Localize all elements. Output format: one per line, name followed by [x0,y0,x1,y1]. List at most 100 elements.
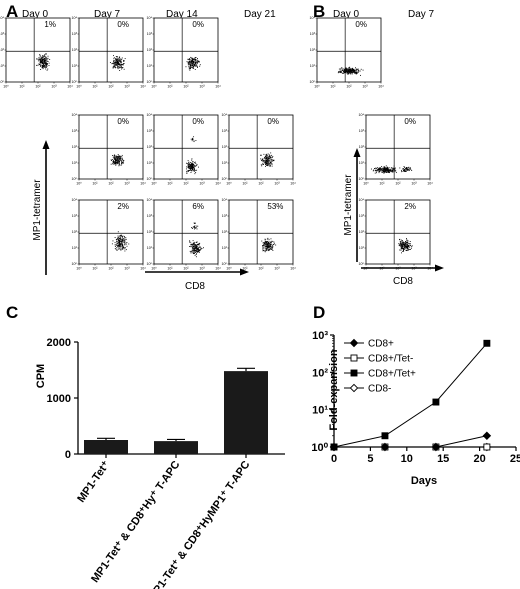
flow-event-dot [46,62,47,64]
flow-event-dot [350,71,352,73]
flow-event-dot [192,167,194,168]
flow-event-dot [193,164,195,166]
flow-event-dot [198,246,200,248]
flow-y-tick-label: 10⁰ [72,80,78,84]
flow-events [261,237,277,253]
flow-y-tick-label: 10⁴ [146,113,152,117]
flow-event-dot [343,69,345,71]
flow-y-tick-label: 10⁴ [0,16,4,20]
flow-event-dot [388,169,390,171]
flow-event-dot [114,155,116,157]
flow-event-dot [344,70,346,72]
flow-event-dot [392,169,394,170]
flow-event-dot [117,246,119,248]
flow-event-dot [344,72,346,74]
flow-event-dot [193,244,195,246]
flow-event-dot [45,65,47,67]
flow-event-dot [271,157,273,159]
flow-event-dot [408,243,410,245]
flow-event-dot [401,171,403,173]
flow-event-dot [264,159,266,161]
flow-event-dot [194,57,196,58]
flow-event-dot [401,239,402,241]
flow-event-dot [406,241,408,243]
flow-event-dot [197,62,199,63]
flow-event-dot [390,167,392,169]
flow-event-dot [405,168,407,170]
flow-x-tick-label: 10⁰ [76,267,82,271]
flow-event-dot [385,168,387,170]
flow-y-tick-label: 10³ [0,32,5,36]
flow-event-dot [406,241,408,243]
flow-event-dot [344,71,346,73]
flow-event-dot [198,243,200,245]
flow-event-dot [191,169,193,170]
flow-event-dot [383,168,385,170]
flow-event-dot [46,64,48,66]
flow-event-dot [267,162,269,164]
flow-event-dot [402,250,404,252]
flow-event-dot [388,171,390,173]
flow-event-dot [192,62,194,63]
flow-event-dot [275,244,277,246]
flow-event-dot [263,153,265,155]
flow-event-dot [191,62,193,64]
flow-y-tick-label: 10¹ [310,64,316,68]
flow-plot-frame [5,17,71,83]
flow-event-dot [117,67,119,68]
flow-event-dot [194,245,196,247]
flow-event-dot [407,247,409,248]
flow-x-tick-label: 10³ [411,267,417,271]
flow-y-tick-label: 10¹ [359,246,365,250]
flow-event-dot [193,252,195,254]
flow-event-dot [384,168,386,170]
flow-event-dot [406,247,408,249]
flow-event-dot [402,241,404,243]
flow-event-dot [188,164,190,166]
flow-event-dot [43,63,45,65]
panel-b-y-axis-label: MP1-tetramer [343,174,354,236]
flow-event-dot [406,167,407,169]
flow-event-dot [269,156,271,158]
flow-event-dot [114,62,116,64]
flow-event-dot [196,249,198,251]
flow-y-tick-label: 10³ [359,129,365,133]
flow-event-dot [348,73,350,75]
flow-event-dot [349,68,351,70]
flow-event-dot [260,154,262,156]
flow-event-dot [126,242,128,244]
flow-event-dot [115,163,117,165]
flow-event-dot [384,167,385,169]
flow-event-dot [265,161,267,163]
flow-event-dot [199,242,201,244]
flow-event-dot [402,240,403,242]
flow-event-dot [43,65,45,67]
flow-event-dot [266,157,267,159]
flow-event-dot [189,63,191,65]
flow-event-dot [44,60,46,62]
flow-event-dot [387,168,389,170]
flow-event-dot [192,58,194,60]
flow-event-dot [115,160,117,162]
panel-c-y-tick-label: 2000 [47,337,71,349]
flow-event-dot [349,72,351,73]
flow-event-dot [268,246,270,248]
flow-event-dot [402,170,404,172]
flow-event-dot [381,169,383,171]
flow-plot-frame [228,114,294,180]
flow-event-dot [407,167,409,169]
flow-event-dot [39,64,41,65]
quadrant-percent-label: 0% [267,117,279,126]
flow-event-dot [196,164,198,166]
flow-event-dot [116,250,118,251]
flow-event-dot [191,170,193,172]
flow-event-dot [192,66,194,68]
flow-event-dot [189,167,191,169]
flow-event-dot [121,67,123,69]
flow-event-dot [119,156,121,158]
flow-events [260,152,275,167]
flow-event-dot [190,251,192,253]
flow-event-dot [46,53,47,55]
